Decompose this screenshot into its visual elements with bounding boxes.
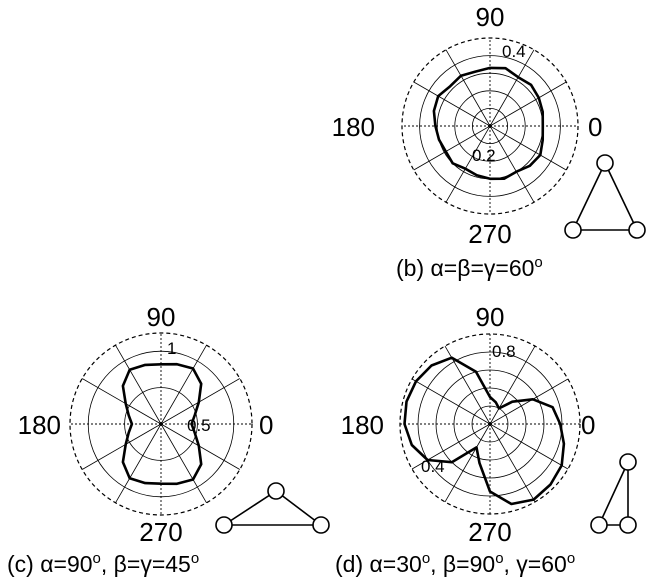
- grid-spoke: [489, 49, 535, 127]
- degree-sup: o: [422, 550, 430, 567]
- degree-sup: o: [93, 550, 101, 567]
- right-triangle-icon: [215, 482, 330, 534]
- angle-label-270: 270: [468, 517, 511, 547]
- data-series-b: [432, 66, 545, 181]
- data-series-line: [121, 362, 203, 486]
- radial-tick-label: 0.4: [421, 457, 445, 476]
- grid-spoke: [411, 378, 491, 425]
- panel-d-caption: (d) α=30o, β=90o, γ=60o: [335, 550, 575, 577]
- radial-tick-label: 0.4: [502, 42, 526, 61]
- data-series-line: [432, 66, 545, 181]
- grid-spoke: [444, 423, 491, 503]
- degree-sup: o: [191, 550, 199, 567]
- grid-spoke: [115, 423, 162, 504]
- angle-label-90: 90: [147, 302, 176, 332]
- angle-label-90: 90: [476, 302, 505, 332]
- grid-spoke: [489, 125, 535, 203]
- grid-ring: [454, 90, 526, 162]
- caption-angles: α=β=γ=60: [431, 255, 535, 281]
- grid-spoke: [489, 423, 569, 470]
- polar-panel-d: 90 180 0 270 0.8 0.4 (d) α=30o, β=90o, γ…: [335, 302, 637, 577]
- grid-spoke: [489, 125, 567, 171]
- grid-spoke: [445, 125, 491, 203]
- data-series-c: [121, 362, 203, 486]
- grid-spoke: [160, 344, 207, 425]
- grid-spoke: [413, 81, 491, 127]
- angle-label-0: 0: [259, 410, 273, 440]
- grid-spoke: [445, 49, 491, 127]
- angle-label-180: 180: [18, 410, 61, 440]
- degree-sup: o: [495, 550, 503, 567]
- outer-boundary-circle: [69, 332, 253, 516]
- radial-tick-label: 0.5: [187, 416, 211, 435]
- caption-beta: , β=90: [430, 551, 495, 577]
- grid-spoke: [160, 378, 241, 425]
- caption-alpha: α=30: [370, 551, 422, 577]
- angle-label-180: 180: [332, 112, 375, 142]
- caption-letter: (b): [396, 255, 431, 281]
- grid-spoke: [413, 125, 491, 171]
- radial-tick-label: 0.2: [472, 146, 496, 165]
- grid-spoke: [81, 423, 162, 470]
- degree-sup: o: [534, 254, 542, 271]
- data-series-line: [403, 356, 566, 506]
- angle-label-270: 270: [139, 517, 182, 547]
- caption-letter: (c): [7, 551, 40, 577]
- radial-tick-label: 0.8: [492, 342, 516, 361]
- angle-label-0: 0: [588, 112, 602, 142]
- grid-ring: [419, 55, 561, 197]
- grid-spoke: [411, 423, 491, 470]
- polar-panel-c: 90 180 0 270 1 0.5 (c) α=90o, β=γ=45o: [7, 302, 330, 577]
- panel-c-caption: (c) α=90o, β=γ=45o: [7, 550, 199, 577]
- angle-label-90: 90: [476, 2, 505, 32]
- angle-label-0: 0: [581, 410, 595, 440]
- grid-spoke: [489, 423, 536, 503]
- grid-spoke: [489, 345, 536, 425]
- polar-grid-b: [401, 37, 579, 215]
- grid-spoke: [81, 378, 162, 425]
- polar-grid-d: [399, 333, 581, 515]
- grid-spoke: [489, 378, 569, 425]
- angle-label-180: 180: [341, 410, 384, 440]
- degree-sup: o: [567, 550, 575, 567]
- polar-panel-b: 90 180 0 270 0.4 0.2 (b) α=β=γ=60o: [332, 2, 646, 281]
- panel-b-caption: (b) α=β=γ=60o: [396, 254, 543, 281]
- radial-tick-label: 1: [167, 339, 176, 358]
- caption-alpha: α=90: [40, 551, 92, 577]
- caption-gamma: , γ=60: [504, 551, 567, 577]
- angle-label-270: 270: [468, 219, 511, 249]
- outer-boundary-circle: [401, 37, 579, 215]
- data-series-d: [403, 356, 566, 506]
- caption-beta-gamma: , β=γ=45: [101, 551, 191, 577]
- equilateral-triangle-icon: [564, 154, 646, 239]
- polar-grid-c: [69, 332, 253, 516]
- caption-letter: (d): [335, 551, 370, 577]
- grid-spoke: [160, 423, 207, 504]
- grid-spoke: [160, 423, 241, 470]
- narrow-triangle-icon: [590, 453, 637, 534]
- grid-spoke: [489, 81, 567, 127]
- grid-spoke: [115, 344, 162, 425]
